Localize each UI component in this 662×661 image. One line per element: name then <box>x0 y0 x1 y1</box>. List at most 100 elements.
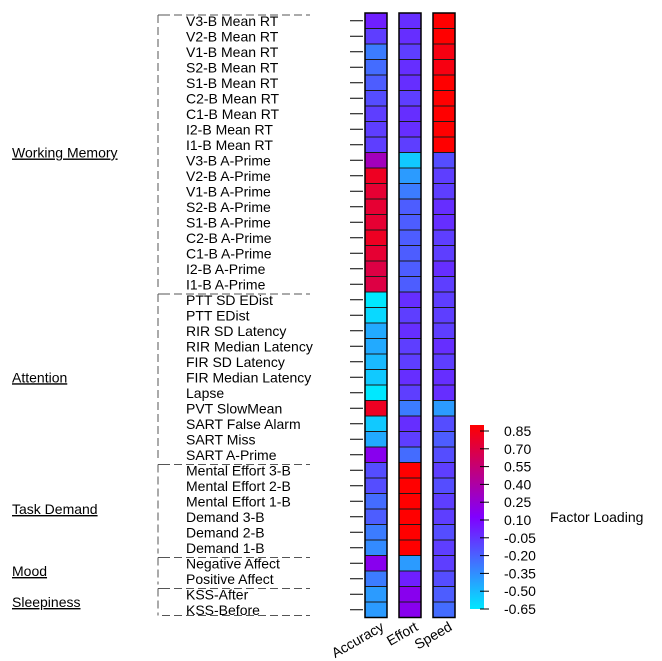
heatmap-cell <box>398 260 422 277</box>
group-label-sleepiness: Sleepiness <box>12 594 81 610</box>
heatmap-cell <box>364 601 388 618</box>
colorbar-tick-label: 0.40 <box>504 476 531 492</box>
colorbar-tick-label: -0.20 <box>504 548 536 564</box>
heatmap-cell <box>398 384 422 401</box>
heatmap-cell <box>432 539 456 556</box>
heatmap-cell <box>432 431 456 448</box>
heatmap-cell <box>432 307 456 324</box>
heatmap-cell <box>432 446 456 463</box>
row-label: C2-B A-Prime <box>186 230 272 246</box>
heatmap-cell <box>398 307 422 324</box>
heatmap-cell <box>364 384 388 401</box>
colorbar-tick-label: 0.25 <box>504 494 531 510</box>
heatmap-cell <box>432 12 456 29</box>
heatmap-cell <box>398 136 422 153</box>
heatmap-cell <box>432 167 456 184</box>
row-label: V3-B A-Prime <box>186 152 271 168</box>
heatmap-cell <box>364 338 388 355</box>
heatmap-cell <box>432 338 456 355</box>
heatmap-cell <box>432 245 456 262</box>
heatmap-cell <box>364 586 388 603</box>
row-label: S1-B A-Prime <box>186 214 271 230</box>
row-label: V3-B Mean RT <box>186 13 279 29</box>
row-label: S1-B Mean RT <box>186 75 279 91</box>
heatmap-cell <box>364 43 388 60</box>
heatmap-cell <box>398 59 422 76</box>
heatmap-cell <box>364 136 388 153</box>
heatmap-cell <box>398 338 422 355</box>
colorbar-tick-label: 0.10 <box>504 512 531 528</box>
heatmap-cell <box>432 105 456 122</box>
row-label: PVT SlowMean <box>186 400 282 416</box>
heatmap-cell <box>398 601 422 618</box>
colorbar-tick-label: 0.85 <box>504 423 531 439</box>
heatmap-cell <box>364 369 388 386</box>
colorbar-tick-label: -0.65 <box>504 601 536 617</box>
heatmap-cell <box>432 322 456 339</box>
heatmap-cell <box>398 446 422 463</box>
heatmap-cell <box>432 183 456 200</box>
row-label: Negative Affect <box>186 555 280 571</box>
heatmap-cell <box>364 90 388 107</box>
row-label: C2-B Mean RT <box>186 90 280 106</box>
heatmap-cell <box>432 59 456 76</box>
row-label: SART False Alarm <box>186 416 301 432</box>
heatmap-cell <box>398 152 422 169</box>
group-label-task-demand: Task Demand <box>12 501 98 517</box>
heatmap-cell <box>398 229 422 246</box>
row-label: Demand 1-B <box>186 540 265 556</box>
heatmap-cell <box>398 477 422 494</box>
heatmap-column-frame <box>432 12 456 619</box>
heatmap-cell <box>364 539 388 556</box>
row-label: I1-B Mean RT <box>186 137 273 153</box>
colorbar-tick-label: 0.55 <box>504 459 531 475</box>
heatmap-cell <box>432 477 456 494</box>
heatmap-cell <box>432 291 456 308</box>
heatmap-cell <box>398 291 422 308</box>
heatmap-cell <box>398 415 422 432</box>
row-label: PTT SD EDist <box>186 292 273 308</box>
heatmap-cell <box>398 539 422 556</box>
row-label: RIR Median Latency <box>186 338 313 354</box>
heatmap-cell <box>432 136 456 153</box>
row-label: SART A-Prime <box>186 447 277 463</box>
heatmap-cell <box>432 152 456 169</box>
row-label: I2-B A-Prime <box>186 261 266 277</box>
row-label: C1-B Mean RT <box>186 106 280 122</box>
row-label: Lapse <box>186 385 224 401</box>
colorbar-tick-label: 0.70 <box>504 441 531 457</box>
heatmap-cell <box>364 508 388 525</box>
column-label-speed: Speed <box>411 618 454 652</box>
heatmap-cell <box>398 508 422 525</box>
heatmap-cell <box>364 446 388 463</box>
heatmap-cell <box>364 28 388 45</box>
heatmap-cell <box>398 214 422 231</box>
colorbar-tick-label: -0.35 <box>504 565 536 581</box>
heatmap-cell <box>364 198 388 215</box>
heatmap-cell <box>364 12 388 29</box>
heatmap-cell <box>364 462 388 479</box>
heatmap-cell <box>432 369 456 386</box>
row-label: Demand 3-B <box>186 509 265 525</box>
heatmap-cell <box>398 369 422 386</box>
row-label: I1-B A-Prime <box>186 276 266 292</box>
heatmap-cell <box>364 152 388 169</box>
heatmap-cell <box>364 493 388 510</box>
heatmap-cell <box>432 586 456 603</box>
colorbar-title: Factor Loading <box>550 509 643 525</box>
row-label: KSS-Before <box>186 602 260 618</box>
heatmap-cell <box>398 462 422 479</box>
row-label: Mental Effort 1-B <box>186 493 291 509</box>
heatmap-cell <box>432 90 456 107</box>
heatmap-cell <box>432 462 456 479</box>
heatmap-cell <box>398 43 422 60</box>
row-label: KSS-After <box>186 586 249 602</box>
row-label: V2-B Mean RT <box>186 28 279 44</box>
heatmap-cell <box>432 384 456 401</box>
heatmap-cell <box>398 276 422 293</box>
heatmap-cell <box>364 431 388 448</box>
heatmap-cell <box>432 508 456 525</box>
heatmap-cell <box>398 198 422 215</box>
heatmap-cell <box>364 322 388 339</box>
